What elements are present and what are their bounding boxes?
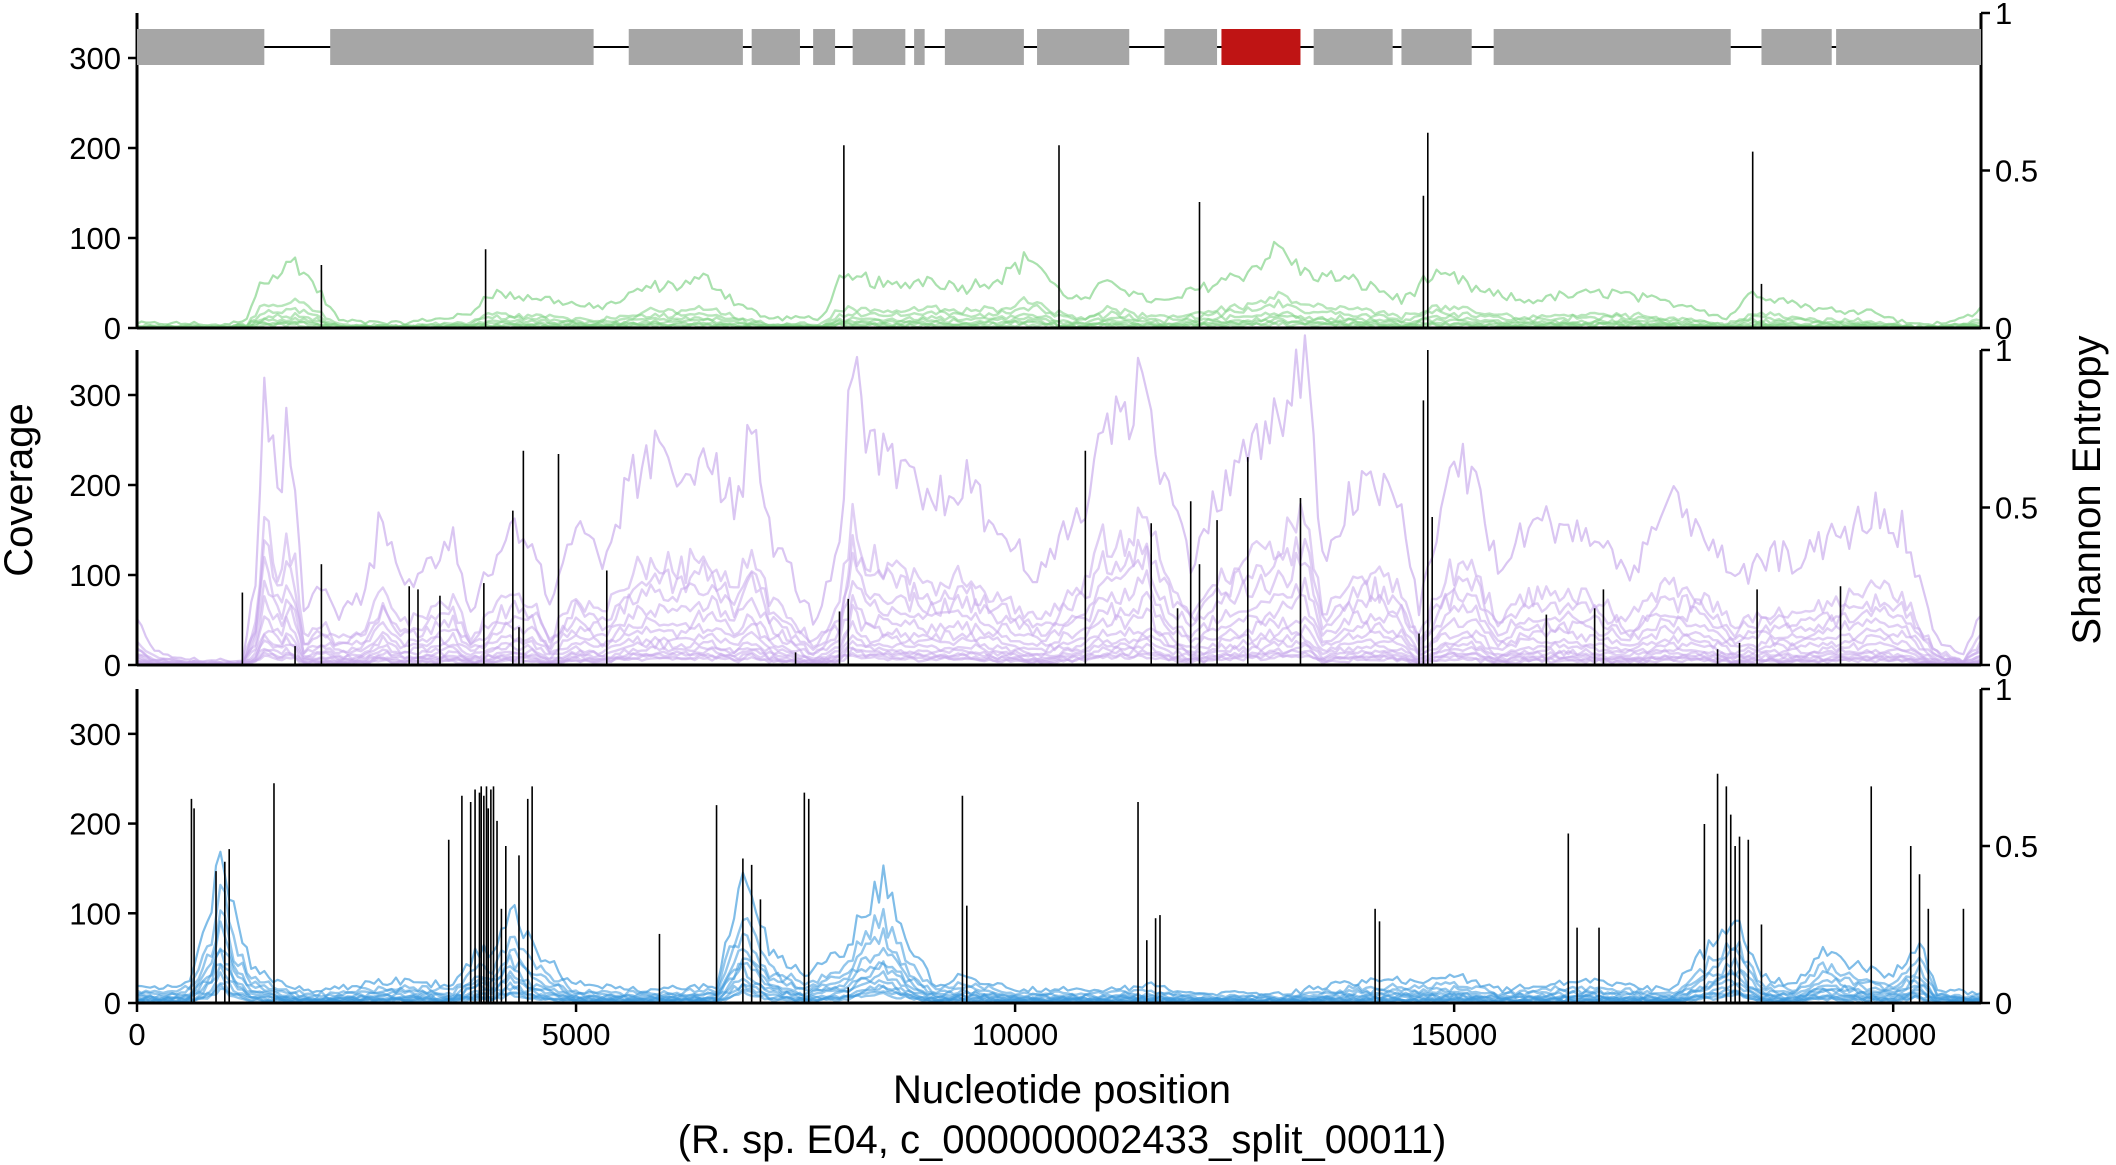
gene-5 xyxy=(813,29,836,65)
coverage-line-panel3-sample12 xyxy=(136,987,1982,1005)
right-tick-label: 1 xyxy=(1995,672,2012,707)
coverage-line-panel3-sample2 xyxy=(136,883,1982,1000)
right-tick-label: 0.5 xyxy=(1995,491,2038,526)
left-tick-label: 100 xyxy=(69,558,121,593)
gene-3 xyxy=(628,29,743,65)
coverage-line-panel2-sample14 xyxy=(136,654,1982,667)
panel-2: 0 100 200 300 0 0.5 1 xyxy=(69,333,2038,683)
gene-8 xyxy=(944,29,1024,65)
panel-1: 0 100 200 300 0 0.5 1 xyxy=(69,0,2038,346)
x-axis-caption: (R. sp. E04, c_000000002433_split_00011) xyxy=(678,1118,1447,1162)
gene-track xyxy=(137,29,1981,65)
gene-14 xyxy=(1493,29,1731,65)
right-tick-label: 0.5 xyxy=(1995,829,2038,864)
gene-10 xyxy=(1164,29,1218,65)
left-tick-label: 300 xyxy=(69,41,121,76)
left-tick-label: 300 xyxy=(69,378,121,413)
left-tick-label: 100 xyxy=(69,221,121,256)
left-tick-label: 300 xyxy=(69,717,121,752)
panel-3: 0 100 200 300 0 0.5 1 xyxy=(69,672,2038,1021)
coverage-panels: 010020030000.51010020030000.510100200300… xyxy=(69,0,2038,1052)
coverage-line-panel2-sample8 xyxy=(136,620,1982,667)
y-axis-title-left: Coverage xyxy=(0,403,41,576)
left-tick-label: 0 xyxy=(104,648,121,683)
left-tick-label: 100 xyxy=(69,896,121,931)
gene-1 xyxy=(137,29,265,65)
coverage-line-panel2-sample3 xyxy=(136,534,1983,666)
right-tick-label: 0 xyxy=(1995,986,2012,1021)
coverage-line-panel2-sample5 xyxy=(136,569,1982,667)
right-tick-label: 0 xyxy=(1995,311,2012,346)
x-axis: 0 5000 10000 15000 20000 xyxy=(128,1003,1936,1052)
gene-7 xyxy=(914,29,925,65)
coverage-line-panel2-sample2 xyxy=(136,502,1982,666)
left-tick-label: 0 xyxy=(104,311,121,346)
right-tick-label: 1 xyxy=(1995,333,2012,368)
gene-4 xyxy=(751,29,800,65)
gene-13 xyxy=(1401,29,1472,65)
gene-6 xyxy=(852,29,906,65)
right-tick-label: 0.5 xyxy=(1995,154,2038,189)
left-tick-label: 0 xyxy=(104,986,121,1021)
left-tick-label: 200 xyxy=(69,468,121,503)
right-tick-label: 0 xyxy=(1995,648,2012,683)
left-tick-label: 200 xyxy=(69,131,121,166)
gene-16 xyxy=(1836,29,1981,65)
x-tick-label: 15000 xyxy=(1411,1017,1497,1052)
x-axis-title: Nucleotide position xyxy=(893,1068,1231,1112)
x-tick-label: 5000 xyxy=(542,1017,611,1052)
gene-2 xyxy=(330,29,594,65)
coverage-line-panel2-sample1 xyxy=(136,334,1982,663)
coverage-line-panel2-sample4 xyxy=(136,545,1983,667)
right-tick-label: 1 xyxy=(1995,0,2012,31)
coverage-line-panel3-sample1 xyxy=(136,850,1982,997)
gene-highlighted xyxy=(1221,29,1301,65)
x-tick-label: 20000 xyxy=(1850,1017,1936,1052)
y-axis-title-right: Shannon Entropy xyxy=(2065,335,2109,644)
x-tick-label: 10000 xyxy=(972,1017,1058,1052)
gene-15 xyxy=(1761,29,1832,65)
gene-12 xyxy=(1313,29,1393,65)
x-tick-label: 0 xyxy=(128,1017,145,1052)
left-tick-label: 200 xyxy=(69,807,121,842)
gene-9 xyxy=(1037,29,1130,65)
